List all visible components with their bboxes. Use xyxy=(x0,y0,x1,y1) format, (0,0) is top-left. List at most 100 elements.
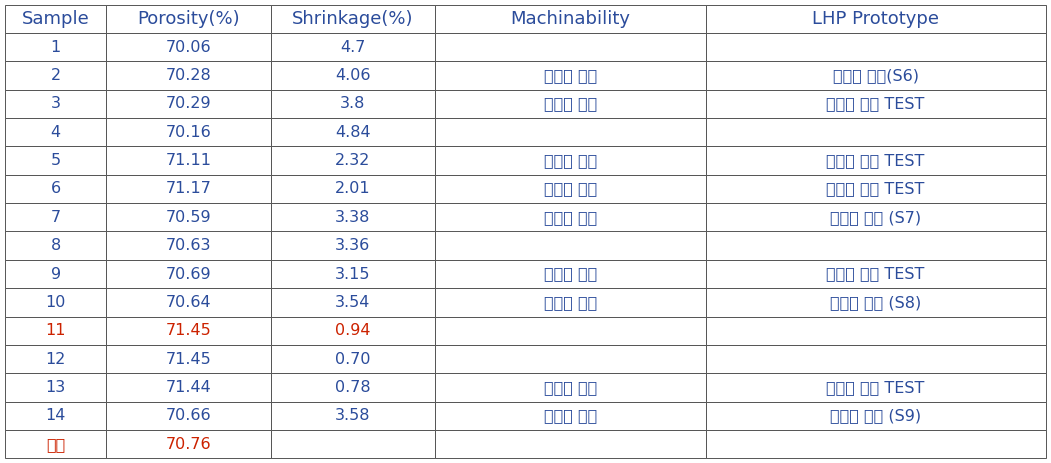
Text: 12: 12 xyxy=(45,351,66,367)
Bar xyxy=(106,203,270,232)
Bar xyxy=(435,175,705,203)
Bar xyxy=(5,33,106,61)
Text: 3.54: 3.54 xyxy=(335,295,370,310)
Text: 13: 13 xyxy=(45,380,66,395)
Text: 70.64: 70.64 xyxy=(166,295,211,310)
Text: 3.15: 3.15 xyxy=(335,267,371,282)
Text: 메탈웹 가공 (S8): 메탈웹 가공 (S8) xyxy=(830,295,922,310)
Bar xyxy=(106,260,270,288)
Bar xyxy=(705,5,1046,33)
Text: 평균: 평균 xyxy=(46,437,65,452)
Bar xyxy=(5,175,106,203)
Bar xyxy=(270,345,435,373)
Text: 2.01: 2.01 xyxy=(335,181,371,196)
Bar xyxy=(435,118,705,146)
Bar xyxy=(106,430,270,458)
Text: 11: 11 xyxy=(45,323,66,338)
Bar xyxy=(270,5,435,33)
Bar xyxy=(270,118,435,146)
Text: 2: 2 xyxy=(50,68,61,83)
Bar xyxy=(435,317,705,345)
Bar xyxy=(106,345,270,373)
Text: 70.28: 70.28 xyxy=(165,68,211,83)
Text: 4.7: 4.7 xyxy=(341,40,366,55)
Bar xyxy=(5,401,106,430)
Text: Sample: Sample xyxy=(22,10,89,28)
Bar xyxy=(435,288,705,317)
Bar xyxy=(5,118,106,146)
Text: 8: 8 xyxy=(50,238,61,253)
Bar xyxy=(705,288,1046,317)
Bar xyxy=(270,288,435,317)
Bar xyxy=(106,373,270,401)
Bar xyxy=(435,33,705,61)
Bar xyxy=(270,90,435,118)
Text: 2.32: 2.32 xyxy=(335,153,370,168)
Text: 가공성 나쁘: 가공성 나쁘 xyxy=(543,380,597,395)
Text: 메탈웹 가공(S6): 메탈웹 가공(S6) xyxy=(832,68,919,83)
Text: 6: 6 xyxy=(50,181,61,196)
Bar xyxy=(106,232,270,260)
Text: 가공성 적정: 가공성 적정 xyxy=(543,68,597,83)
Bar xyxy=(270,33,435,61)
Bar xyxy=(5,61,106,90)
Bar xyxy=(5,5,106,33)
Text: 3.38: 3.38 xyxy=(335,210,370,225)
Text: 1: 1 xyxy=(50,40,61,55)
Text: Porosity(%): Porosity(%) xyxy=(137,10,240,28)
Text: Shrinkage(%): Shrinkage(%) xyxy=(292,10,413,28)
Bar xyxy=(270,430,435,458)
Text: 가공성 적정: 가공성 적정 xyxy=(543,408,597,423)
Text: LHP Prototype: LHP Prototype xyxy=(812,10,940,28)
Bar xyxy=(435,90,705,118)
Text: 70.59: 70.59 xyxy=(166,210,211,225)
Text: 메탈웹 가공 TEST: 메탈웹 가공 TEST xyxy=(826,96,925,112)
Text: 가공성 나쁘: 가공성 나쁘 xyxy=(543,153,597,168)
Text: 14: 14 xyxy=(45,408,66,423)
Bar xyxy=(435,146,705,175)
Bar xyxy=(5,288,106,317)
Text: 메탈웹 가공 (S7): 메탈웹 가공 (S7) xyxy=(830,210,921,225)
Bar xyxy=(270,175,435,203)
Bar xyxy=(106,146,270,175)
Bar xyxy=(106,5,270,33)
Text: 70.63: 70.63 xyxy=(166,238,211,253)
Text: 0.78: 0.78 xyxy=(335,380,371,395)
Bar xyxy=(435,373,705,401)
Bar xyxy=(270,232,435,260)
Bar xyxy=(5,317,106,345)
Bar xyxy=(435,203,705,232)
Bar xyxy=(5,203,106,232)
Text: 71.45: 71.45 xyxy=(165,323,211,338)
Text: 71.44: 71.44 xyxy=(165,380,211,395)
Bar xyxy=(435,232,705,260)
Text: 4.84: 4.84 xyxy=(335,125,371,140)
Bar xyxy=(705,203,1046,232)
Bar xyxy=(435,345,705,373)
Bar xyxy=(270,61,435,90)
Bar xyxy=(106,33,270,61)
Bar xyxy=(106,118,270,146)
Bar xyxy=(705,317,1046,345)
Text: 71.17: 71.17 xyxy=(165,181,211,196)
Text: 4.06: 4.06 xyxy=(335,68,371,83)
Text: 3.8: 3.8 xyxy=(341,96,366,112)
Text: 70.66: 70.66 xyxy=(166,408,211,423)
Text: 70.06: 70.06 xyxy=(166,40,211,55)
Bar xyxy=(705,175,1046,203)
Text: 70.69: 70.69 xyxy=(166,267,211,282)
Text: 70.76: 70.76 xyxy=(166,437,211,452)
Bar xyxy=(705,61,1046,90)
Bar xyxy=(106,61,270,90)
Text: 메탈웹 가공 TEST: 메탈웹 가공 TEST xyxy=(826,153,925,168)
Text: 70.29: 70.29 xyxy=(166,96,211,112)
Bar xyxy=(270,146,435,175)
Text: 메탈웹 가공 TEST: 메탈웹 가공 TEST xyxy=(826,267,925,282)
Bar xyxy=(435,61,705,90)
Text: 가공성 적정: 가공성 적정 xyxy=(543,96,597,112)
Text: 0.94: 0.94 xyxy=(335,323,371,338)
Text: 메탈웹 가공 TEST: 메탈웹 가공 TEST xyxy=(826,380,925,395)
Text: 7: 7 xyxy=(50,210,61,225)
Bar xyxy=(705,401,1046,430)
Text: 가공성 적정: 가공성 적정 xyxy=(543,210,597,225)
